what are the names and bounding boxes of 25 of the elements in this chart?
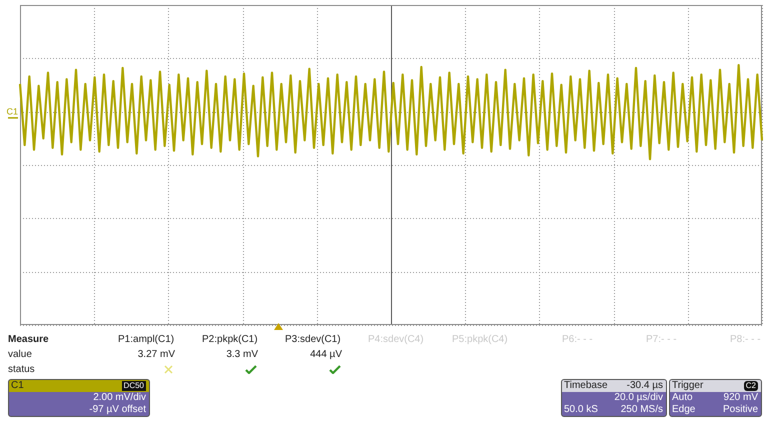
text: 2.00 mV/div [93,392,146,404]
text: 3.3 mV [226,349,258,361]
text: 444 µV [310,349,342,361]
text: Edge [672,404,696,416]
text: Measure [8,334,49,346]
text: Timebase [564,380,608,392]
text: 50.0 kS [564,404,598,416]
text: P2:pkpk(C1) [202,334,258,346]
text: 20.0 µs/div [614,392,663,404]
text: 250 MS/s [620,404,663,416]
text: C2 [744,381,758,391]
text: 920 mV [724,392,758,404]
text: Positive [722,404,758,416]
text: Trigger [672,380,704,392]
text: P3:sdev(C1) [285,334,341,346]
text: Auto [672,392,693,404]
text: -97 µV offset [89,404,146,416]
text: 3.27 mV [138,349,175,361]
series-label: C1 [6,106,18,117]
text: C1 [11,380,24,392]
text: -30.4 µs [626,380,663,392]
text: value [8,349,32,361]
text: P1:ampl(C1) [118,334,174,346]
text: status [8,364,35,376]
text: DC50 [122,381,146,391]
